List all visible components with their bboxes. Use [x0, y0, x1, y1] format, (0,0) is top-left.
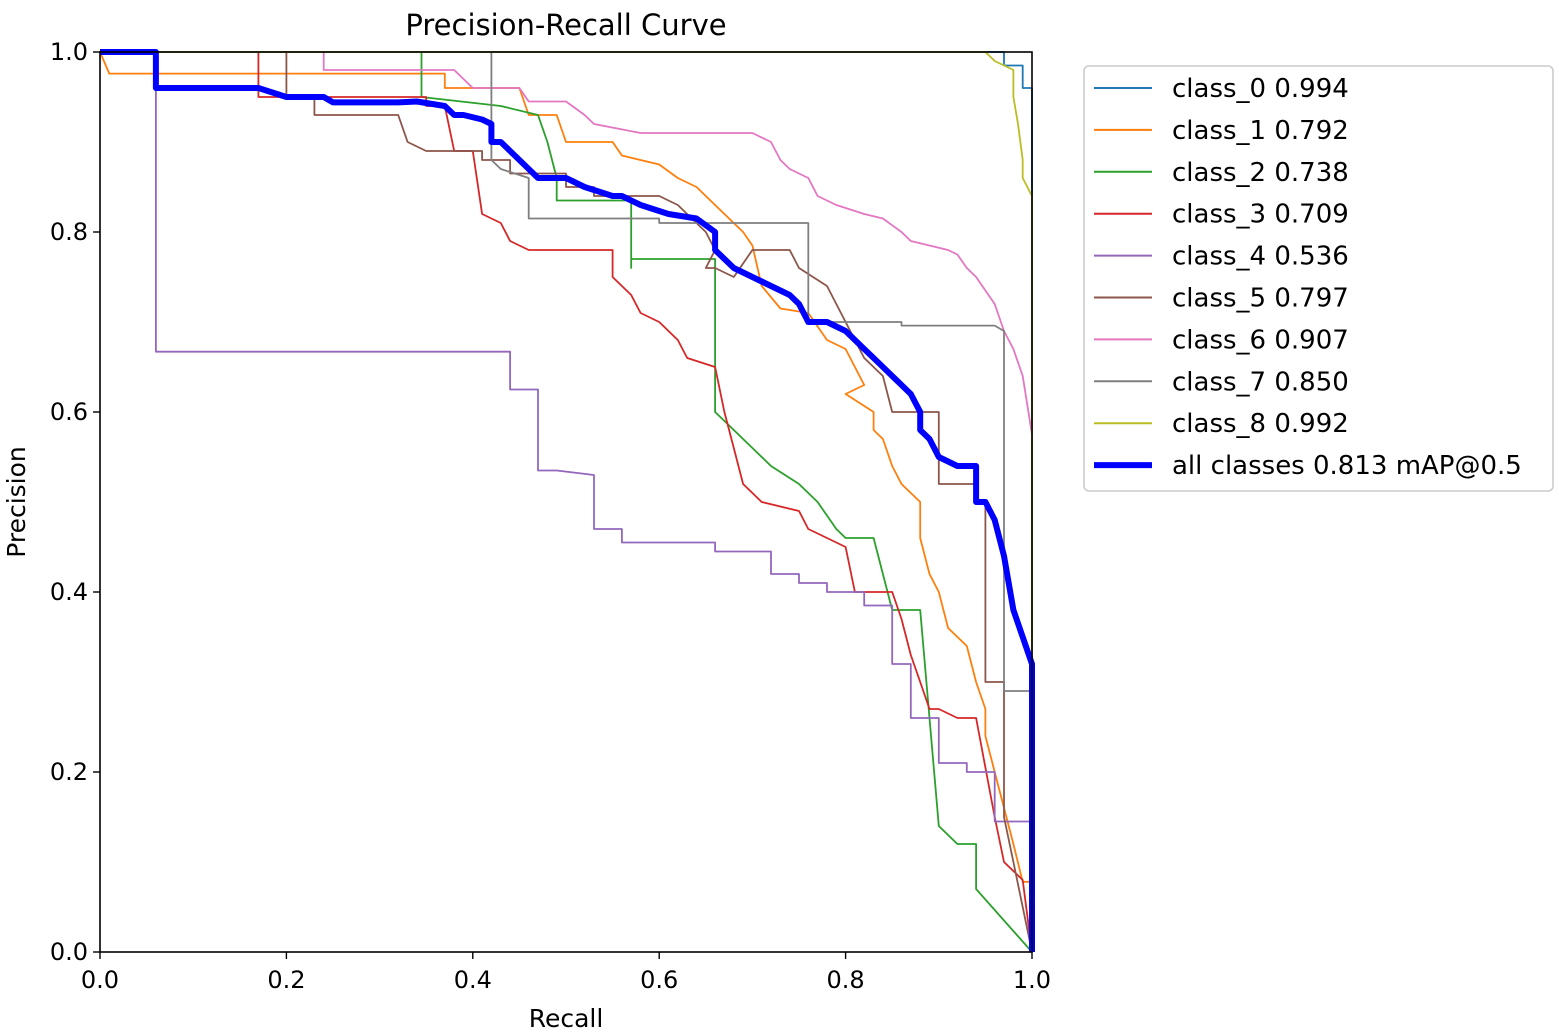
- legend-label: class_7 0.850: [1172, 367, 1349, 397]
- legend-label: all classes 0.813 mAP@0.5: [1172, 451, 1522, 481]
- x-axis-label: Recall: [529, 1004, 604, 1033]
- series-line-class-8: [100, 51, 1033, 952]
- plot-frame: [99, 51, 1033, 953]
- legend-label: class_4 0.536: [1172, 242, 1349, 272]
- chart-title: Precision-Recall Curve: [405, 8, 726, 42]
- x-tick-label: 0.6: [640, 966, 678, 994]
- legend-label: class_0 0.994: [1172, 74, 1349, 104]
- series-line-class-1: [99, 51, 1033, 952]
- x-tick-label: 1.0: [1013, 966, 1051, 994]
- legend-label: class_3 0.709: [1172, 200, 1349, 230]
- y-tick-label: 0.8: [50, 218, 88, 246]
- legend-label: class_2 0.738: [1172, 158, 1349, 188]
- axis-ticks: 0.0 0.2 0.4 0.6 0.8 1.0 0.0 0.2 0.4 0.6 0.8 1.0: [50, 38, 1051, 994]
- x-tick-label: 0.4: [454, 966, 492, 994]
- y-tick-label: 0.4: [50, 578, 88, 606]
- legend: class_0 0.994 class_1 0.792 class_2 0.738 c…: [1083, 65, 1554, 492]
- y-tick-label: 0.6: [50, 398, 88, 426]
- series-lines: [99, 49, 1035, 953]
- series-line-class-6: [322, 52, 1033, 952]
- x-tick-label: 0.0: [81, 966, 119, 994]
- legend-label: class_5 0.797: [1172, 284, 1349, 314]
- series-line-class-4: [154, 52, 1033, 952]
- y-tick-label: 0.2: [50, 758, 88, 786]
- y-axis-label: Precision: [2, 446, 31, 558]
- legend-label: class_6 0.907: [1172, 325, 1349, 355]
- x-tick-label: 0.8: [827, 966, 865, 994]
- series-line-class-7: [490, 52, 1033, 952]
- series-line-class-3: [257, 52, 1033, 953]
- legend-label: class_8 0.992: [1172, 409, 1349, 439]
- legend-frame: [1083, 65, 1554, 492]
- x-tick-label: 0.2: [267, 966, 305, 994]
- series-line-all-classes: [100, 49, 1035, 952]
- legend-label: class_1 0.792: [1172, 116, 1349, 146]
- series-line-class-2: [420, 52, 1033, 953]
- y-tick-label: 1.0: [50, 38, 88, 66]
- y-tick-label: 0.0: [50, 938, 88, 966]
